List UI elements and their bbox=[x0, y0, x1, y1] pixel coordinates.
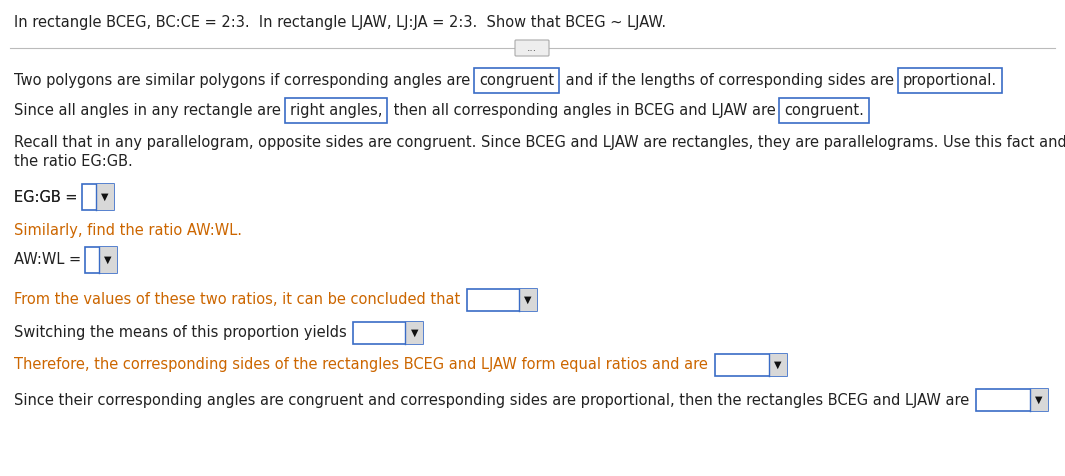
Text: ▼: ▼ bbox=[1035, 395, 1043, 405]
FancyBboxPatch shape bbox=[898, 68, 1002, 92]
FancyBboxPatch shape bbox=[976, 389, 1048, 411]
FancyBboxPatch shape bbox=[406, 322, 424, 344]
FancyBboxPatch shape bbox=[82, 184, 114, 210]
Text: congruent.: congruent. bbox=[784, 102, 864, 118]
FancyBboxPatch shape bbox=[780, 98, 869, 122]
Text: the ratio EG:GB.: the ratio EG:GB. bbox=[14, 153, 133, 169]
Text: ▼: ▼ bbox=[524, 295, 531, 305]
Text: AW:WL =: AW:WL = bbox=[14, 252, 81, 268]
FancyBboxPatch shape bbox=[466, 289, 537, 311]
FancyBboxPatch shape bbox=[474, 68, 559, 92]
Text: ▼: ▼ bbox=[101, 192, 109, 202]
Text: ▼: ▼ bbox=[774, 360, 782, 370]
Text: Similarly, find the ratio AW:WL.: Similarly, find the ratio AW:WL. bbox=[14, 222, 242, 238]
FancyBboxPatch shape bbox=[99, 247, 117, 273]
Text: Recall that in any parallelogram, opposite sides are congruent. Since BCEG and L: Recall that in any parallelogram, opposi… bbox=[14, 136, 1065, 150]
Text: ...: ... bbox=[527, 43, 537, 53]
FancyBboxPatch shape bbox=[715, 354, 786, 376]
FancyBboxPatch shape bbox=[519, 289, 537, 311]
Text: In rectangle BCEG, BC:CE = 2:3.  In rectangle LJAW, LJ:JA = 2:3.  Show that BCEG: In rectangle BCEG, BC:CE = 2:3. In recta… bbox=[14, 14, 666, 30]
Text: right angles,: right angles, bbox=[290, 102, 382, 118]
FancyBboxPatch shape bbox=[284, 98, 387, 122]
Text: Two polygons are similar polygons if corresponding angles are: Two polygons are similar polygons if cor… bbox=[14, 72, 475, 88]
Text: EG:GB =: EG:GB = bbox=[14, 189, 78, 205]
FancyBboxPatch shape bbox=[1030, 389, 1048, 411]
Text: From the values of these two ratios, it can be concluded that: From the values of these two ratios, it … bbox=[14, 292, 465, 307]
FancyBboxPatch shape bbox=[769, 354, 786, 376]
Text: ▼: ▼ bbox=[104, 255, 112, 265]
FancyBboxPatch shape bbox=[85, 247, 117, 273]
Text: and if the lengths of corresponding sides are: and if the lengths of corresponding side… bbox=[561, 72, 899, 88]
Text: Therefore, the corresponding sides of the rectangles BCEG and LJAW form equal ra: Therefore, the corresponding sides of th… bbox=[14, 357, 712, 373]
FancyBboxPatch shape bbox=[515, 40, 548, 56]
Text: Switching the means of this proportion yields: Switching the means of this proportion y… bbox=[14, 326, 351, 340]
Text: proportional.: proportional. bbox=[903, 72, 997, 88]
Text: then all corresponding angles in BCEG and LJAW are: then all corresponding angles in BCEG an… bbox=[389, 102, 781, 118]
FancyBboxPatch shape bbox=[96, 184, 114, 210]
Text: Since their corresponding angles are congruent and corresponding sides are propo: Since their corresponding angles are con… bbox=[14, 393, 973, 407]
Text: congruent: congruent bbox=[479, 72, 554, 88]
FancyBboxPatch shape bbox=[354, 322, 424, 344]
Text: EG:GB =: EG:GB = bbox=[14, 189, 78, 205]
Text: ▼: ▼ bbox=[411, 328, 419, 338]
Text: Since all angles in any rectangle are: Since all angles in any rectangle are bbox=[14, 102, 285, 118]
